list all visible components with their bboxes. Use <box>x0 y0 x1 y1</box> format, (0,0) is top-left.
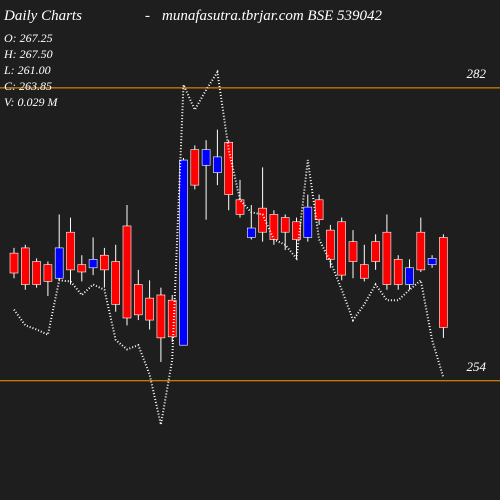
candle-body <box>54 247 64 279</box>
candle-body <box>393 259 403 285</box>
candle-body <box>122 225 132 319</box>
candle-body <box>269 214 279 240</box>
candle-body <box>145 297 154 321</box>
candle-body <box>427 258 437 265</box>
candle-body <box>247 227 256 238</box>
candle-body <box>213 156 222 173</box>
candle-body <box>43 264 53 282</box>
candle-body <box>66 231 75 271</box>
candle-body <box>382 231 392 285</box>
y-tick-label: 254 <box>467 359 487 374</box>
candle-body <box>134 284 143 316</box>
candle-body <box>179 159 188 346</box>
candle-body <box>100 254 109 271</box>
info-high: H: 267.50 <box>3 47 53 61</box>
y-tick-label: 282 <box>467 66 487 81</box>
candle-body <box>32 261 41 285</box>
candle-body <box>9 252 19 274</box>
candle-body <box>20 247 30 285</box>
candle-body <box>201 149 211 166</box>
candle-body <box>371 241 380 262</box>
plot-area <box>0 69 500 425</box>
info-low: L: 261.00 <box>3 63 51 77</box>
candle-body <box>326 229 335 260</box>
candle-body <box>405 267 414 285</box>
title-separator: - <box>145 8 150 24</box>
candle-body <box>224 141 233 195</box>
candle-body <box>359 264 369 279</box>
candle-body <box>111 261 120 305</box>
info-open: O: 267.25 <box>4 31 53 45</box>
candle-body <box>156 294 166 339</box>
candle-body <box>258 207 267 233</box>
candle-body <box>77 264 87 273</box>
candle-body <box>190 149 200 186</box>
candle-body <box>167 299 177 338</box>
candle-body <box>416 231 426 271</box>
candle-body <box>348 241 358 262</box>
candle-body <box>314 199 324 220</box>
candle-body <box>280 217 290 233</box>
candle-body <box>303 206 313 238</box>
info-close: C: 263.85 <box>4 79 52 93</box>
info-volume: V: 0.029 M <box>4 95 59 109</box>
candle-body <box>439 237 448 328</box>
chart-title: Daily Charts <box>3 8 82 24</box>
candle-body <box>337 221 347 276</box>
candle-body <box>235 199 245 215</box>
chart-subtitle: munafasutra.tbrjar.com BSE 539042 <box>162 8 383 24</box>
candle-body <box>292 221 301 240</box>
candle-body <box>88 259 98 269</box>
